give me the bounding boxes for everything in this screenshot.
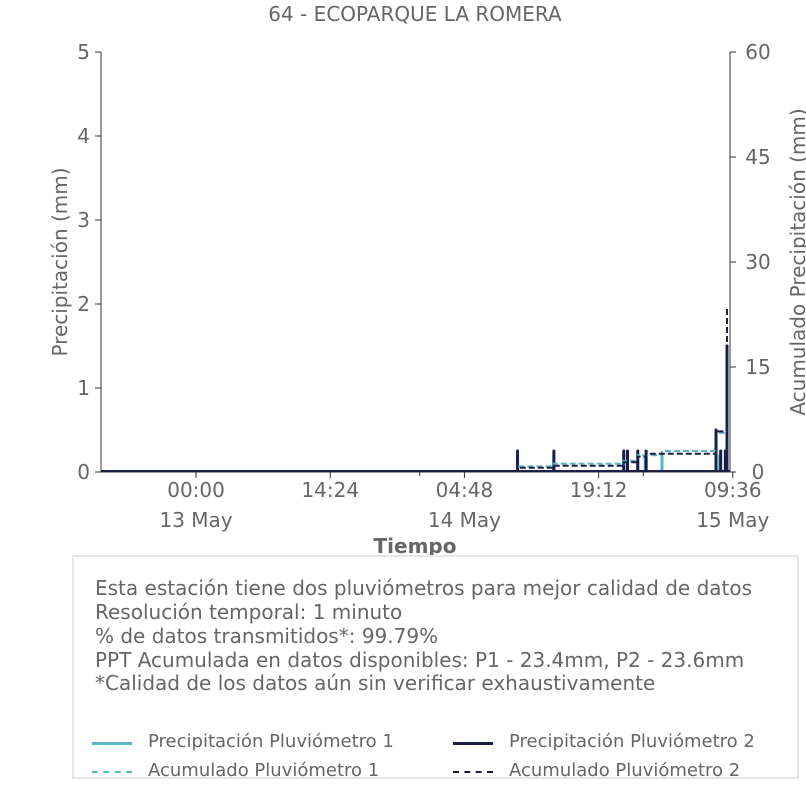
right-tick-label: 15 [745, 355, 770, 379]
x-axis-label: Tiempo [374, 534, 457, 558]
x-tick-label: 09:36 [704, 478, 762, 502]
x-tick-label: 14:24 [301, 478, 359, 502]
right-tick-label: 45 [745, 145, 770, 169]
right-tick-label: 0 [752, 460, 765, 484]
left-y-ticks: 0 1 2 3 4 5 [77, 40, 101, 484]
info-line-2: Resolución temporal: 1 minuto [95, 600, 403, 624]
legend-label-a1: Acumulado Pluviómetro 1 [148, 760, 380, 781]
x-tick-label: 00:00 [167, 478, 225, 502]
legend-swatch-a2 [453, 771, 493, 773]
left-tick-label: 2 [77, 292, 90, 316]
x-date-label: 14 May [428, 508, 501, 532]
legend-swatch-p2 [453, 742, 493, 745]
x-date-label: 15 May [696, 508, 769, 532]
right-y-ticks: 0 15 30 45 60 [730, 40, 771, 484]
legend-swatch-a1 [92, 771, 132, 773]
left-tick-label: 5 [77, 40, 90, 64]
x-date-label: 13 May [159, 508, 232, 532]
legend-label-p2: Precipitación Pluviómetro 2 [509, 731, 755, 752]
right-tick-label: 30 [745, 250, 770, 274]
right-tick-label: 60 [745, 40, 770, 64]
info-line-4: PPT Acumulada en datos disponibles: P1 -… [95, 648, 745, 672]
cumulative-line [101, 308, 728, 472]
legend-label-a2: Acumulado Pluviómetro 2 [509, 760, 741, 781]
info-line-3: % de datos transmitidos*: 99.79% [95, 624, 439, 648]
chart-title: 64 - ECOPARQUE LA ROMERA [268, 2, 562, 26]
legend-label-p1: Precipitación Pluviómetro 1 [148, 731, 394, 752]
info-line-1: Esta estación tiene dos pluviómetros par… [95, 576, 753, 600]
legend-swatch-p1 [92, 742, 132, 745]
plot-area [101, 306, 730, 472]
y-axis-right-label: Acumulado Precipitación (mm) [786, 108, 806, 415]
info-box: Esta estación tiene dos pluviómetros par… [72, 555, 799, 781]
left-tick-label: 4 [77, 124, 90, 148]
info-line-5: *Calidad de los datos aún sin verificar … [95, 671, 656, 695]
x-tick-label: 04:48 [436, 478, 494, 502]
cumulative-line [101, 306, 728, 472]
x-tick-label: 19:12 [570, 478, 628, 502]
left-tick-label: 1 [77, 376, 90, 400]
y-axis-label: Precipitación (mm) [48, 167, 72, 356]
axes [100, 52, 731, 473]
x-ticks: 00:00 14:24 04:48 19:12 09:36 13 May 14 May 15 … [159, 472, 770, 532]
left-tick-label: 0 [77, 460, 90, 484]
left-tick-label: 3 [77, 208, 90, 232]
